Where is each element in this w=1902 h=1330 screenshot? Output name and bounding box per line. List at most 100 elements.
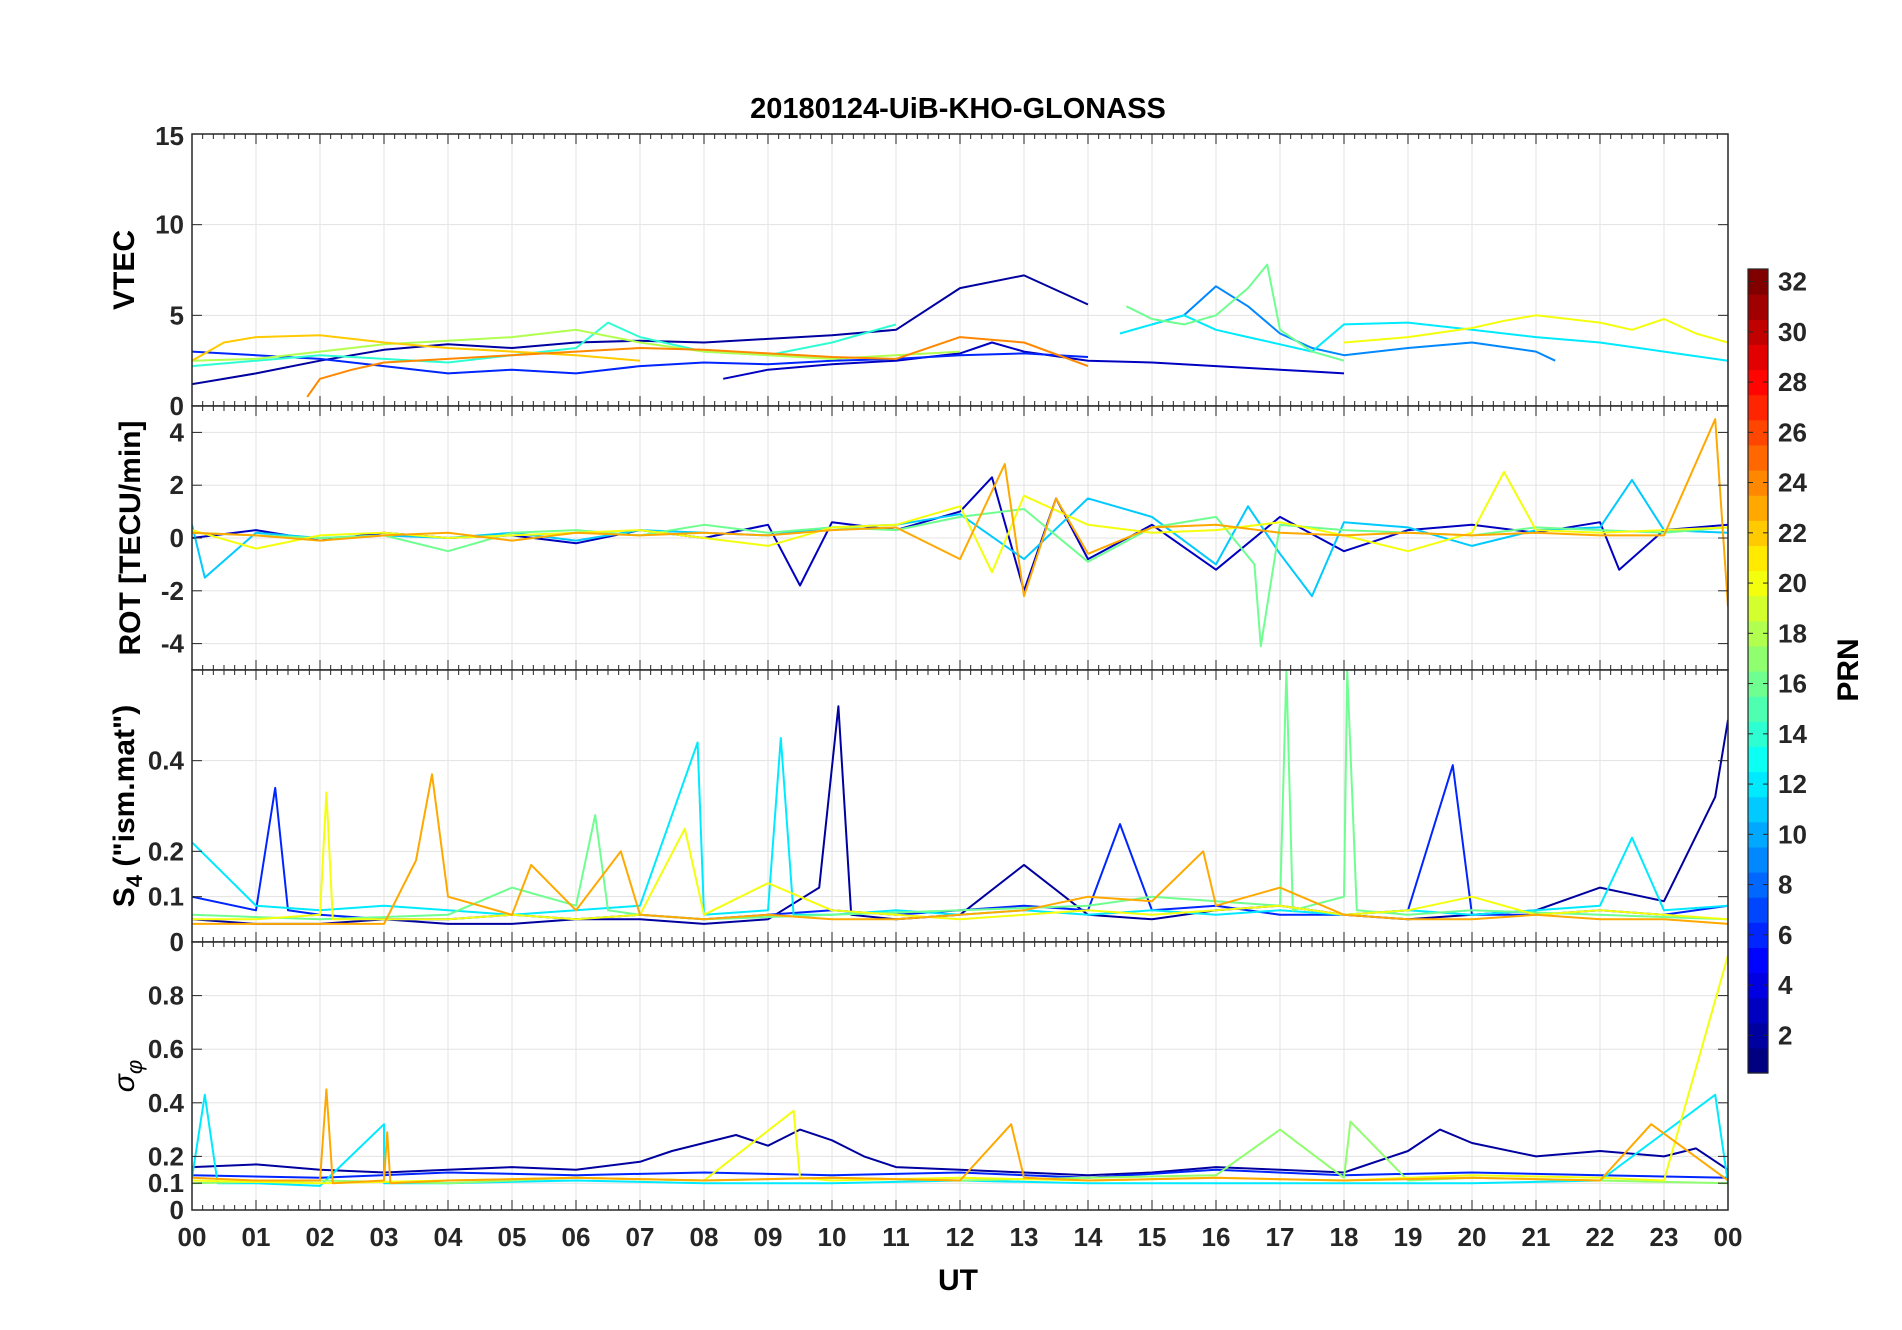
colorbar-swatch — [1748, 369, 1768, 396]
x-tick-label: 04 — [434, 1222, 463, 1252]
series-line-prn-2 — [192, 1128, 1728, 1177]
colorbar-swatch — [1748, 746, 1768, 773]
series-line-prn-9 — [1151, 285, 1556, 362]
panel-ROT: -4 -2 0 2 4 ROT [TECU/min] — [114, 405, 1729, 671]
colorbar-swatch — [1748, 294, 1768, 320]
x-tick-label: 23 — [1650, 1222, 1679, 1252]
series-line-prn-3 — [723, 341, 1345, 380]
y-tick-label: 5 — [170, 300, 184, 330]
y-axis-label: ROT [TECU/min] — [114, 421, 147, 656]
x-tick-label: 02 — [306, 1222, 335, 1252]
colorbar-swatch — [1748, 444, 1768, 471]
colorbar-tick-label: 24 — [1778, 468, 1807, 498]
x-tick-label: 00 — [1714, 1222, 1743, 1252]
colorbar-swatch — [1748, 821, 1768, 848]
x-tick-label: 15 — [1138, 1222, 1167, 1252]
colorbar-swatch — [1748, 570, 1768, 597]
y-tick-label: 0.2 — [148, 1141, 184, 1171]
colorbar-swatch — [1748, 269, 1768, 295]
colorbar-swatch — [1748, 595, 1768, 622]
series-line-prn-12 — [1119, 314, 1728, 362]
y-tick-label: -2 — [161, 576, 184, 606]
x-tick-label: 12 — [946, 1222, 975, 1252]
colorbar-swatch — [1748, 419, 1768, 446]
colorbar-tick-label: 28 — [1778, 367, 1807, 397]
x-tick-label: 19 — [1394, 1222, 1423, 1252]
colorbar-swatch — [1748, 1047, 1768, 1074]
grid — [191, 406, 1729, 670]
colorbar-swatch — [1748, 846, 1768, 873]
series-line-prn-23 — [192, 773, 1728, 925]
colorbar-swatch — [1748, 1022, 1768, 1049]
y-tick-label: 0.1 — [148, 882, 184, 912]
colorbar-swatch — [1748, 520, 1768, 546]
colorbar-swatch — [1748, 620, 1768, 647]
series-line-prn-22 — [192, 334, 641, 362]
colorbar-tick-label: 22 — [1778, 518, 1807, 548]
colorbar-tick-label: 18 — [1778, 618, 1807, 648]
x-tick-label: 08 — [690, 1222, 719, 1252]
x-tick-label: 20 — [1458, 1222, 1487, 1252]
colorbar-swatch — [1748, 997, 1768, 1024]
colorbar-swatch — [1748, 897, 1768, 923]
panel-VTEC: 0 5 10 15 VTEC — [108, 121, 1729, 421]
x-tick-label: 13 — [1010, 1222, 1039, 1252]
panel-sigma_phi: 00.10.2 0.4 0.6 0.8 σφ 00 01 02 03 04 05 06 07 08 09 10… — [108, 941, 1743, 1252]
series-line-prn-24 — [306, 336, 1089, 398]
x-tick-label: 07 — [626, 1222, 655, 1252]
series-line-prn-18 — [192, 328, 961, 362]
x-tick-label: 06 — [562, 1222, 591, 1252]
colorbar-tick-label: 4 — [1778, 970, 1793, 1000]
colorbar-swatch — [1748, 796, 1768, 823]
series-line-prn-20 — [192, 791, 1728, 921]
y-tick-label: 0 — [170, 927, 184, 957]
x-ticks — [191, 406, 1729, 670]
colorbar-swatch — [1748, 771, 1768, 798]
colorbar-tick-label: 20 — [1778, 568, 1807, 598]
colorbar-swatch — [1748, 470, 1768, 496]
colorbar-swatch — [1748, 671, 1768, 697]
colorbar-swatch — [1748, 645, 1768, 672]
y-tick-label: 2 — [170, 470, 184, 500]
y-axis-label: σφ — [108, 1060, 147, 1092]
x-tick-label: 18 — [1330, 1222, 1359, 1252]
panel-S4: 0 0.1 0.2 0.4S4 ("ism.mat") — [108, 669, 1729, 957]
y-tick-label: 4 — [170, 417, 185, 447]
series-group — [192, 670, 1728, 925]
y-tick-label: 0 — [170, 1195, 184, 1225]
colorbar-swatch — [1748, 394, 1768, 421]
colorbar-tick-label: 10 — [1778, 819, 1807, 849]
series-line-prn-16 — [192, 670, 1728, 921]
y-tick-label: 0.1 — [148, 1168, 184, 1198]
y-tick-label: 0.4 — [148, 746, 185, 776]
y-tick-label: -4 — [161, 629, 185, 659]
x-tick-label: 11 — [882, 1222, 910, 1252]
colorbar-swatch — [1748, 495, 1768, 521]
x-ticks — [191, 134, 1729, 406]
x-tick-label: 22 — [1586, 1222, 1615, 1252]
x-ticks — [191, 942, 1729, 1210]
colorbar-tick-label: 8 — [1778, 870, 1792, 900]
colorbar-tick-label: 2 — [1778, 1020, 1792, 1050]
x-axis-label: UT — [938, 1264, 978, 1297]
colorbar-swatch — [1748, 545, 1768, 572]
y-tick-label: 0 — [170, 523, 184, 553]
colorbar-tick-label: 6 — [1778, 920, 1792, 950]
colorbar-swatch — [1748, 972, 1768, 999]
y-tick-label: 0 — [170, 391, 184, 421]
x-tick-label: 14 — [1074, 1222, 1103, 1252]
x-ticks — [191, 670, 1729, 942]
series-line-prn-12 — [192, 737, 1728, 916]
x-tick-label: 01 — [242, 1222, 271, 1252]
series-line-prn-20 — [1343, 314, 1728, 344]
colorbar-swatch — [1748, 721, 1768, 747]
x-tick-label: 03 — [370, 1222, 399, 1252]
x-tick-label: 00 — [178, 1222, 207, 1252]
y-axis-label: VTEC — [108, 230, 141, 310]
colorbar-swatch — [1748, 319, 1768, 345]
y-tick-label: 15 — [155, 121, 184, 151]
x-tick-label: 05 — [498, 1222, 527, 1252]
